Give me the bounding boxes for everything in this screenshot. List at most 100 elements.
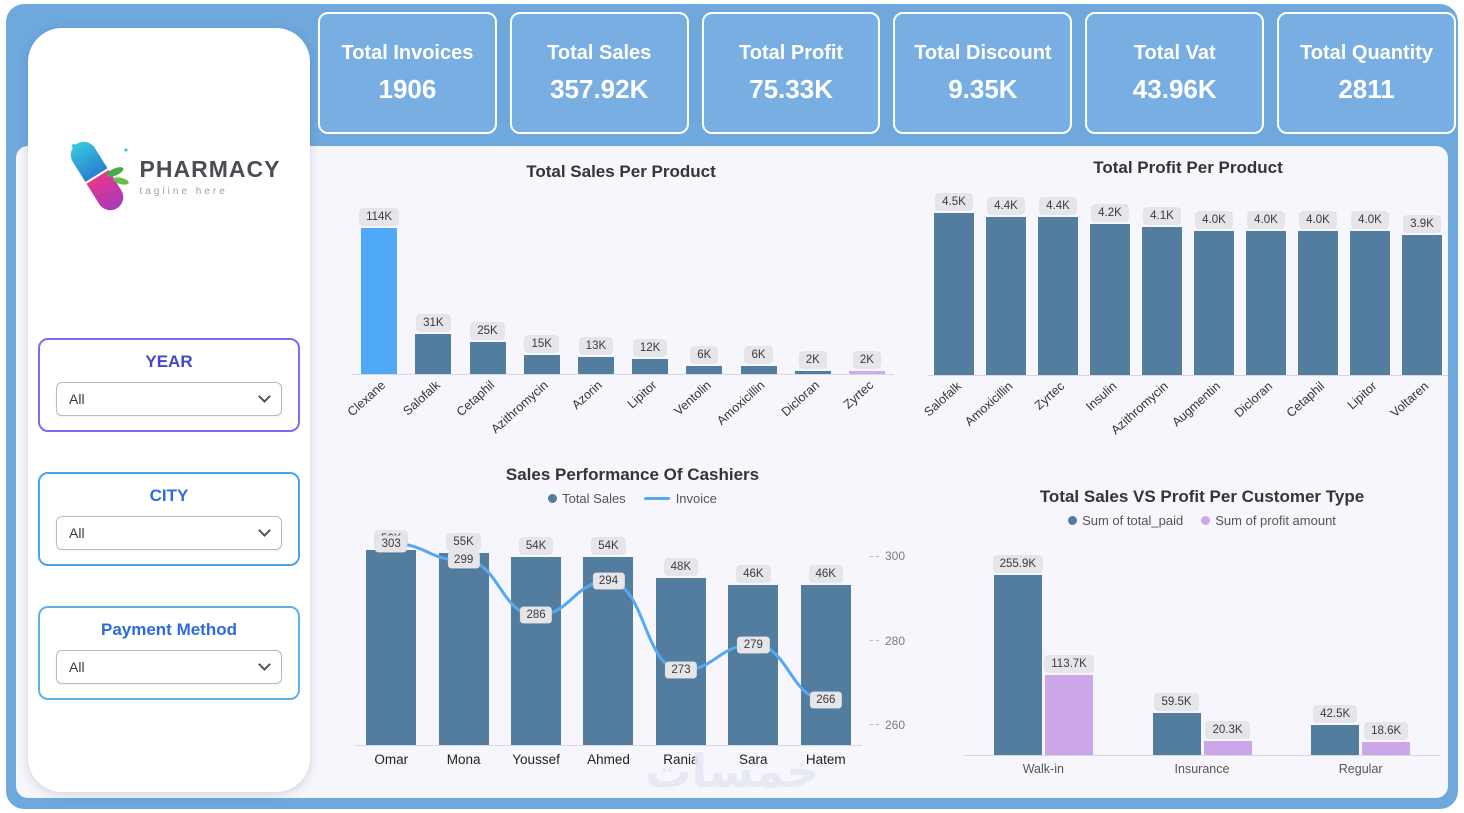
bar-wrapper: 42.5K <box>1311 706 1360 755</box>
bar-lipitor[interactable] <box>632 358 669 374</box>
bar-column: 31K Salofalk <box>400 315 460 418</box>
bar-wrapper: 20.3K <box>1203 721 1252 755</box>
bar-salofalk[interactable] <box>415 334 452 374</box>
x-axis-label: Sara <box>739 752 768 767</box>
logo-tagline: tagline here <box>139 185 228 197</box>
bar-zyrtec[interactable] <box>1038 216 1078 375</box>
legend-item-profit-amount[interactable]: Sum of profit amount <box>1201 513 1336 528</box>
bar-column: 6K Ventolin <box>671 347 731 418</box>
bar-clexane[interactable] <box>361 228 398 374</box>
x-axis-label: Salofalk <box>400 378 443 419</box>
chart-legend: Sum of total_paid Sum of profit amount <box>948 513 1456 528</box>
bar-azithromycin[interactable] <box>1142 227 1182 375</box>
kpi-row: Total Invoices 1906 Total Sales 357.92K … <box>318 12 1456 134</box>
x-axis-label: Cetaphil <box>1283 379 1328 421</box>
bar-column: 3.9K Voltaren <box>1388 215 1448 420</box>
bar-hatem[interactable] <box>800 584 851 745</box>
chart-sales-vs-profit-per-customer-type: Total Sales VS Profit Per Customer Type … <box>948 487 1456 795</box>
legend-item-total-sales[interactable]: Total Sales <box>548 491 626 506</box>
payment-method-dropdown[interactable]: All <box>56 650 282 684</box>
bar-cetaphil[interactable] <box>1298 231 1338 375</box>
bar-column: 4.4K Amoxicillin <box>962 197 1032 429</box>
data-label: 4.4K <box>988 197 1024 214</box>
chevron-down-icon <box>258 658 271 671</box>
bar-ventolin[interactable] <box>686 366 723 374</box>
bar-azithromycin[interactable] <box>523 354 560 374</box>
legend-item-invoice[interactable]: Invoice <box>643 491 717 506</box>
x-axis-label: Amoxicillin <box>962 379 1016 429</box>
x-axis-label: Lipitor <box>624 378 660 412</box>
kpi-card-total-vat: Total Vat 43.96K <box>1085 12 1265 134</box>
kpi-value: 9.35K <box>948 74 1018 104</box>
logo-text: PHARMACY tagline here <box>140 156 281 197</box>
data-label: 4.1K <box>1144 208 1180 225</box>
right-axis-tick: 260 <box>870 718 905 732</box>
data-label: 4.0K <box>1300 212 1336 228</box>
bar-amoxicillin[interactable] <box>986 216 1026 375</box>
data-label: 59.5K <box>1155 694 1198 711</box>
data-label: 4.2K <box>1092 204 1128 221</box>
bar-sara[interactable] <box>728 584 779 745</box>
legend-item-total-paid[interactable]: Sum of total_paid <box>1068 513 1183 528</box>
bar-group-regular: 42.5K 18.6K <box>1281 706 1440 755</box>
chevron-down-icon <box>258 390 271 403</box>
kpi-label: Total Discount <box>914 42 1052 64</box>
series-marker-dot <box>1201 516 1211 525</box>
line-data-label: 273 <box>665 662 697 679</box>
x-axis-label: Zyrtec <box>841 378 877 412</box>
bar-azorin[interactable] <box>577 357 614 374</box>
bar-insurance-sum-of-total-paid[interactable] <box>1152 713 1201 755</box>
bar-augmentin[interactable] <box>1194 231 1234 375</box>
bar-wrapper: 113.7K <box>1045 656 1094 755</box>
bar-wrapper: 255.9K <box>993 556 1043 755</box>
x-axis-label: Youssef <box>512 752 560 767</box>
bar-column: 4.5K Salofalk <box>921 194 980 419</box>
tick-label: 280 <box>885 633 906 648</box>
bar-lipitor[interactable] <box>1350 231 1390 375</box>
bar-zyrtec[interactable] <box>848 371 885 374</box>
bar-youssef[interactable] <box>511 556 562 745</box>
kpi-card-total-invoices: Total Invoices 1906 <box>318 12 497 134</box>
bar-column: 4.0K Lipitor <box>1344 212 1396 412</box>
x-axis-label: Ventolin <box>671 378 714 419</box>
x-axis-labels: Omar Mona Youssef Ahmed Rania Sara Hatem <box>355 752 862 767</box>
bar-walk-in-sum-of-total-paid[interactable] <box>993 575 1042 755</box>
x-axis-label: Lipitor <box>1344 379 1380 413</box>
bar-column: 55K <box>427 534 499 745</box>
bar-dicloran[interactable] <box>1246 231 1286 375</box>
year-dropdown[interactable]: All <box>56 382 282 416</box>
bar-amoxicillin[interactable] <box>740 366 777 374</box>
bar-omar[interactable] <box>366 550 417 745</box>
x-axis-label: Omar <box>374 752 409 767</box>
kpi-value: 1906 <box>378 74 437 104</box>
bar-cetaphil[interactable] <box>469 341 506 374</box>
chart-total-profit-per-product: Total Profit Per Product 4.5K Salofalk 4.4… <box>920 158 1456 453</box>
city-dropdown[interactable]: All <box>56 516 282 550</box>
bar-column: 4.4K Zyrtec <box>1032 197 1084 413</box>
x-axis-label: Amoxicillin <box>714 378 768 428</box>
data-label: 48K <box>664 558 698 575</box>
slicer-year-title: YEAR <box>145 352 193 371</box>
plot-area: 114K Clexane 31K Salofalk 25K Cetaphil 15K Azit… <box>345 190 894 450</box>
kpi-label: Total Quantity <box>1300 42 1434 64</box>
x-axis-label: Insulin <box>1083 379 1120 414</box>
pill-icon <box>70 141 129 211</box>
data-label: 25K <box>471 322 504 339</box>
series-marker-dot <box>1068 516 1078 525</box>
bar-insurance-sum-of-profit-amount[interactable] <box>1203 740 1252 755</box>
slicer-city-title: CITY <box>149 486 189 505</box>
bar-dicloran[interactable] <box>794 371 831 374</box>
bar-wrapper: 59.5K <box>1152 694 1201 755</box>
bar-salofalk[interactable] <box>934 213 974 375</box>
bar-regular-sum-of-total-paid[interactable] <box>1311 725 1360 755</box>
bar-voltaren[interactable] <box>1402 234 1442 375</box>
slicer-payment-title: Payment Method <box>100 620 238 639</box>
city-dropdown-value: All <box>69 525 85 541</box>
bar-walk-in-sum-of-profit-amount[interactable] <box>1045 675 1094 755</box>
bar-mona[interactable] <box>438 553 489 745</box>
bar-column: 4.0K Dicloran <box>1232 212 1292 420</box>
right-axis-tick: 280 <box>870 634 905 648</box>
bar-insulin[interactable] <box>1090 223 1130 375</box>
bar-regular-sum-of-profit-amount[interactable] <box>1362 741 1411 755</box>
